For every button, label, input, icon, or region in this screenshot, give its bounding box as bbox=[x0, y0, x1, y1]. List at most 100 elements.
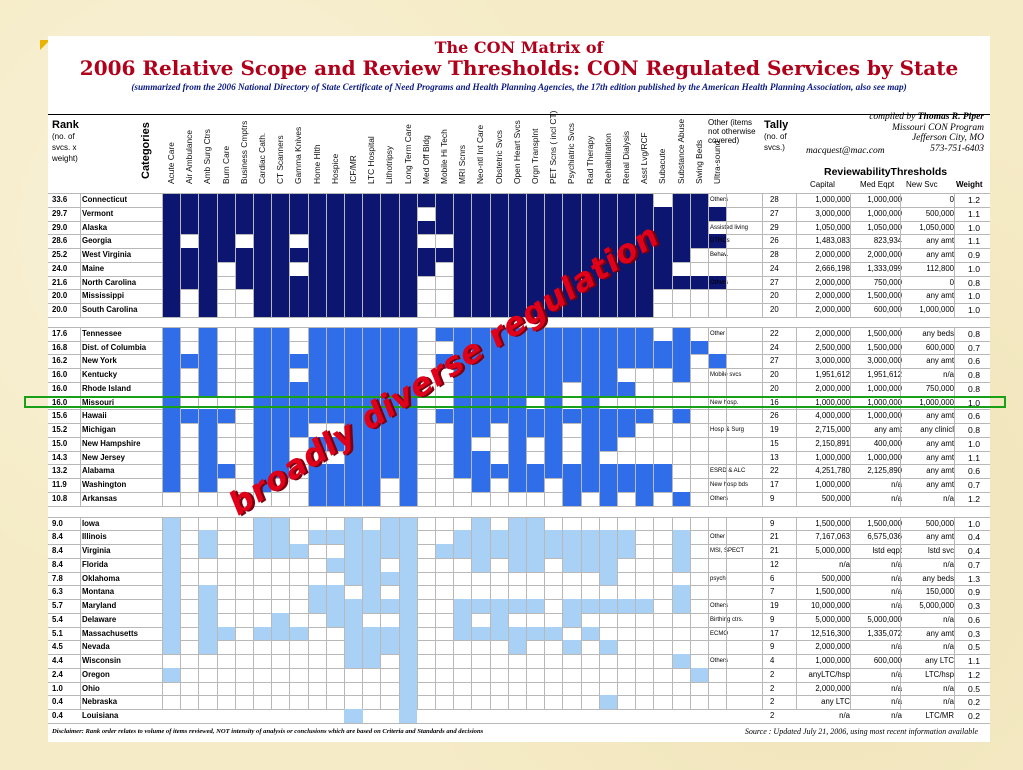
matrix-grid: 33.6 Connecticut Others 28 1,000,000 1,000,00… bbox=[48, 36, 990, 742]
matrix-cell-filled bbox=[580, 530, 600, 545]
matrix-cell-filled bbox=[271, 340, 290, 355]
matrix-cell-filled bbox=[653, 234, 673, 249]
matrix-cell-filled bbox=[325, 220, 345, 235]
matrix-cell-filled bbox=[598, 491, 618, 506]
matrix-cell-filled bbox=[507, 289, 527, 304]
matrix-cell-filled bbox=[289, 289, 309, 304]
matrix-cell-filled bbox=[635, 303, 654, 318]
matrix-cell-filled bbox=[307, 303, 327, 318]
rank-score: 0.4 bbox=[52, 711, 63, 720]
grid-line bbox=[635, 193, 637, 317]
capital-value: 1,000,000 bbox=[815, 397, 850, 407]
rank-score: 1.0 bbox=[52, 683, 63, 693]
matrix-cell-filled bbox=[271, 289, 290, 304]
matrix-cell-filled bbox=[635, 289, 654, 304]
matrix-cell-filled bbox=[598, 303, 618, 318]
matrix-cell-filled bbox=[198, 206, 218, 221]
matrix-cell-filled bbox=[271, 423, 290, 438]
matrix-cell-filled bbox=[344, 206, 363, 221]
new-svc-value: n/a bbox=[943, 697, 954, 707]
med-eqpt-value: 750,000 bbox=[873, 277, 902, 287]
grid-line bbox=[271, 326, 273, 506]
matrix-cell-filled bbox=[307, 464, 327, 479]
matrix-cell-filled bbox=[162, 516, 181, 531]
matrix-cell-filled bbox=[471, 326, 491, 341]
matrix-cell-filled bbox=[180, 248, 199, 263]
matrix-cell-filled bbox=[398, 530, 418, 545]
new-svc-value: lstd svc bbox=[928, 546, 954, 555]
matrix-cell-filled bbox=[362, 640, 381, 655]
grid-line bbox=[380, 326, 382, 506]
new-svc-value: any beds bbox=[922, 573, 954, 583]
matrix-cell-filled bbox=[671, 530, 691, 545]
matrix-cell-filled bbox=[198, 436, 218, 451]
matrix-cell-filled bbox=[162, 557, 181, 572]
matrix-cell-filled bbox=[325, 289, 345, 304]
med-eqpt-value: 1,500,000 bbox=[867, 518, 902, 528]
matrix-cell-filled bbox=[489, 206, 509, 221]
matrix-cell-filled bbox=[289, 423, 309, 438]
matrix-cell-filled bbox=[471, 368, 491, 383]
matrix-cell-filled bbox=[398, 381, 418, 396]
matrix-cell-filled bbox=[162, 464, 181, 479]
matrix-cell-filled bbox=[598, 530, 618, 545]
matrix-cell-filled bbox=[398, 261, 418, 276]
matrix-cell-filled bbox=[580, 193, 600, 208]
matrix-cell-filled bbox=[453, 544, 472, 559]
matrix-cell-filled bbox=[526, 340, 545, 355]
matrix-cell-filled bbox=[562, 234, 582, 249]
grid-line bbox=[234, 193, 236, 317]
grid-line bbox=[544, 516, 546, 709]
state-name: Mississippi bbox=[82, 291, 125, 301]
matrix-cell-filled bbox=[216, 409, 236, 424]
matrix-cell-filled bbox=[234, 220, 254, 235]
matrix-cell-filled bbox=[671, 599, 691, 614]
weight-value: 1.2 bbox=[968, 493, 980, 504]
grid-line bbox=[526, 326, 527, 506]
matrix-cell-filled bbox=[216, 206, 236, 221]
grid-line bbox=[635, 516, 637, 709]
matrix-cell-filled bbox=[271, 206, 290, 221]
capital-value: any LTC bbox=[821, 697, 850, 707]
matrix-cell-filled bbox=[453, 464, 472, 479]
state-name: Wisconsin bbox=[82, 656, 121, 665]
matrix-cell-filled bbox=[635, 248, 654, 263]
matrix-cell-filled bbox=[271, 450, 290, 465]
state-name: Florida bbox=[82, 559, 108, 569]
matrix-cell-filled bbox=[362, 340, 381, 355]
matrix-cell-filled bbox=[471, 354, 491, 369]
title-line-2: 2006 Relative Scope and Review Threshold… bbox=[79, 56, 959, 80]
matrix-cell-filled bbox=[526, 261, 545, 276]
matrix-cell-filled bbox=[562, 354, 582, 369]
grid-line bbox=[850, 516, 851, 709]
matrix-cell-filled bbox=[671, 544, 691, 559]
matrix-cell-filled bbox=[307, 248, 327, 263]
matrix-cell-filled bbox=[398, 599, 418, 614]
matrix-cell-filled bbox=[271, 544, 290, 559]
capital-value: 2,000,000 bbox=[815, 683, 850, 693]
matrix-cell-filled bbox=[617, 478, 636, 493]
matrix-cell-filled bbox=[489, 193, 509, 208]
matrix-cell-filled bbox=[580, 450, 600, 465]
grid-line bbox=[580, 516, 582, 709]
matrix-cell-filled bbox=[253, 234, 272, 249]
state-name: North Carolina bbox=[82, 277, 137, 287]
matrix-cell-filled bbox=[507, 368, 527, 383]
weight-value: 0.7 bbox=[968, 342, 980, 353]
matrix-cell-filled bbox=[598, 368, 618, 383]
matrix-cell-filled bbox=[580, 303, 600, 318]
grid-line bbox=[416, 516, 418, 709]
matrix-cell-filled bbox=[162, 667, 181, 682]
tally-value: 29 bbox=[770, 222, 779, 232]
matrix-cell-filled bbox=[216, 248, 236, 263]
matrix-cell-filled bbox=[253, 478, 272, 493]
med-eqpt-header: Med Eqpt bbox=[860, 180, 895, 189]
matrix-cell-filled bbox=[344, 599, 363, 614]
matrix-cell-filled bbox=[562, 491, 582, 506]
capital-value: anyLTC/hsp bbox=[808, 669, 850, 679]
new-svc-value: n/a bbox=[943, 614, 954, 624]
matrix-cell-filled bbox=[635, 193, 654, 208]
rank-score: 15.6 bbox=[52, 411, 68, 421]
rank-header: Rank (no. of svcs. x weight) bbox=[52, 120, 84, 164]
matrix-cell-filled bbox=[162, 368, 181, 383]
